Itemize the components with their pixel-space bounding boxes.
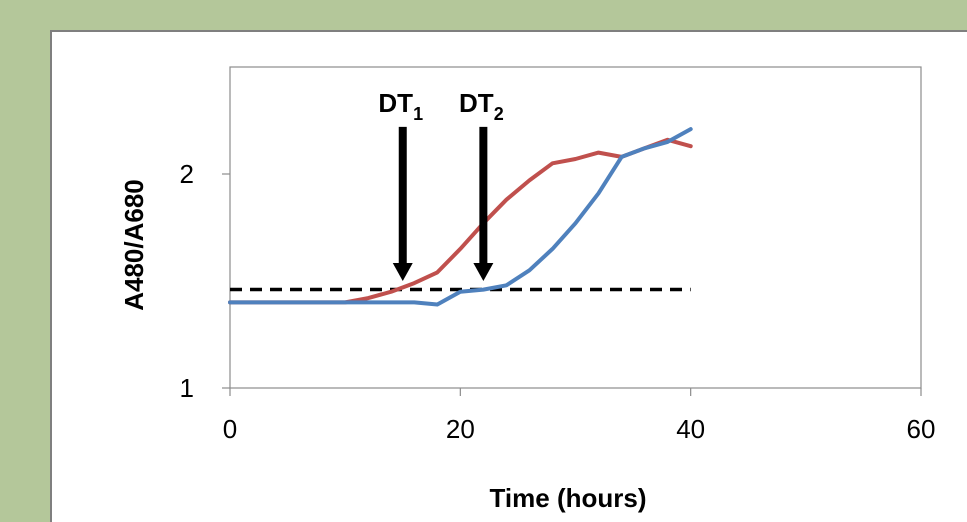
series-line-2 bbox=[228, 127, 693, 307]
plot-area-border bbox=[229, 66, 922, 389]
dt-arrow-head-2 bbox=[473, 263, 494, 281]
x-axis-title: Time (hours) bbox=[490, 483, 647, 513]
series-line-1 bbox=[228, 137, 693, 305]
dt-arrow-head-1 bbox=[392, 263, 413, 281]
dt-label-1: DT1 bbox=[378, 88, 423, 124]
x-tick-label: 0 bbox=[223, 414, 237, 444]
x-tick-label: 20 bbox=[446, 414, 475, 444]
dt-label-2: DT2 bbox=[459, 88, 504, 124]
y-axis-title: A480/A680 bbox=[119, 179, 149, 311]
y-tick-label: 1 bbox=[180, 373, 194, 403]
chart-panel bbox=[50, 30, 967, 522]
x-tick-label: 60 bbox=[907, 414, 936, 444]
x-tick-label: 40 bbox=[676, 414, 705, 444]
y-tick-label: 2 bbox=[180, 159, 194, 189]
